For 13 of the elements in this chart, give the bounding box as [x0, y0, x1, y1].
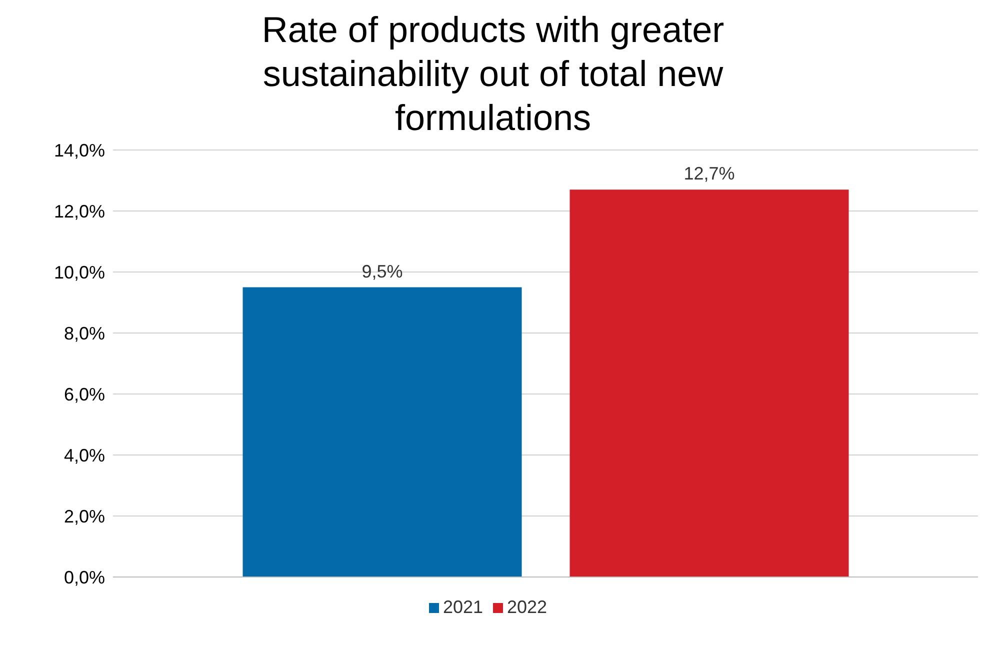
legend-label: 2022	[507, 597, 548, 617]
y-tick-label: 0,0%	[64, 567, 105, 588]
y-tick-label: 12,0%	[54, 201, 105, 222]
data-label: 12,7%	[684, 164, 735, 184]
y-tick-label: 6,0%	[64, 384, 105, 404]
y-tick-label: 4,0%	[64, 445, 105, 466]
data-label: 9,5%	[362, 261, 403, 282]
y-tick-label: 10,0%	[54, 262, 105, 282]
legend-label: 2021	[442, 597, 483, 617]
y-tick-label: 8,0%	[64, 323, 105, 344]
y-tick-label: 14,0%	[54, 140, 105, 160]
y-tick-label: 2,0%	[64, 506, 105, 526]
chart-title: Rate of products with greater sustainability out of total new formulations	[260, 8, 726, 140]
